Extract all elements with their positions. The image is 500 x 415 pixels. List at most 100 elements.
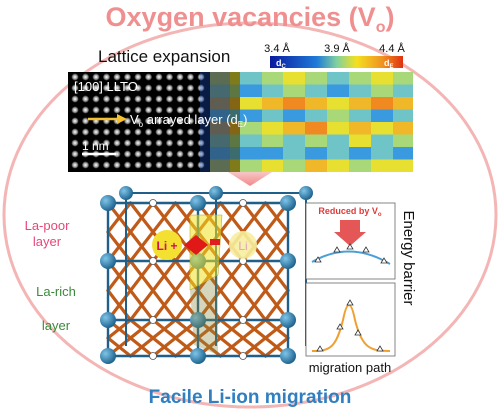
atom-column — [176, 139, 184, 147]
heatmap-cell — [305, 159, 327, 172]
data-point — [380, 257, 388, 264]
atom-column — [144, 95, 153, 103]
atom-column — [176, 150, 184, 158]
atom-column — [186, 117, 195, 125]
atom-column — [165, 106, 174, 114]
atom-column — [102, 73, 111, 81]
atom-column — [144, 128, 153, 136]
la-poor-label-1: La-poor — [25, 218, 70, 233]
stem-image-label: [100] LLTO — [74, 79, 138, 94]
heatmap-cell — [305, 134, 327, 147]
atom-column — [155, 95, 163, 103]
heatmap-cell — [393, 97, 413, 110]
transition-arrow — [228, 172, 272, 186]
bond — [196, 318, 245, 358]
data-point — [336, 323, 344, 330]
heatmap-cell — [327, 122, 349, 135]
vacancy-layer-arrow — [88, 114, 127, 124]
atom-column — [71, 84, 79, 92]
atom-column — [197, 128, 205, 136]
color-scale: 3.4 Å 3.9 Å 4.4 Å dC dE — [264, 42, 405, 70]
scale-dc-label: dC — [276, 58, 287, 70]
heatmap-cell — [327, 109, 349, 122]
heatmap-cell — [371, 122, 393, 135]
li-ghost-label: Li — [238, 239, 247, 253]
atom-column — [81, 128, 90, 136]
heatmap-cell — [262, 109, 283, 122]
atom-column — [102, 139, 111, 147]
atom-column — [186, 106, 195, 114]
atom-column — [113, 161, 121, 169]
migration-plane — [189, 214, 223, 291]
atom-column — [81, 106, 90, 114]
atom-column — [71, 117, 79, 125]
atom-column — [134, 95, 142, 103]
atom-column — [186, 73, 195, 81]
li-ghost — [229, 231, 257, 259]
frame-atom — [190, 195, 206, 211]
frame-atom — [190, 348, 206, 364]
original-barrier-points — [316, 299, 384, 352]
atom-column — [92, 73, 100, 81]
lattice-expansion-label: Lattice expansion — [98, 47, 230, 66]
frame-atom — [280, 195, 296, 211]
footer-title: Facile Li-ion migration — [149, 387, 352, 408]
atom-column — [81, 95, 90, 103]
heatmap-cell — [262, 84, 283, 97]
atom-column — [155, 106, 163, 114]
heatmap-cell — [262, 159, 283, 172]
heatmap-cell — [240, 122, 262, 135]
atom-column — [165, 161, 174, 169]
atom-column — [155, 139, 163, 147]
oxygen-node — [149, 199, 157, 207]
atom-column — [92, 106, 100, 114]
heatmap-cell — [349, 72, 371, 85]
heatmap-cell — [210, 122, 240, 135]
atom-column — [176, 73, 184, 81]
vacancy-layer-label: Vo arrayed layer (dE) — [130, 112, 247, 129]
heatmap-cell — [327, 134, 349, 147]
atom-column — [123, 161, 132, 169]
migration-plane-lower — [190, 275, 218, 355]
atom-column — [71, 128, 79, 136]
heatmap-cell — [210, 97, 240, 110]
atom-column — [81, 84, 90, 92]
frame-atom — [100, 348, 116, 364]
heatmap-cell — [305, 147, 327, 160]
atom-column — [113, 73, 121, 81]
atom-column — [92, 128, 100, 136]
atom-column — [123, 84, 132, 92]
atom-column — [155, 161, 163, 169]
atom-column — [71, 161, 79, 169]
atom-column — [123, 128, 132, 136]
heatmap-cell — [305, 72, 327, 85]
data-point — [354, 329, 362, 336]
heatmap-cell — [393, 159, 413, 172]
heatmap-cell — [305, 84, 327, 97]
data-point — [346, 299, 354, 306]
bond — [151, 318, 200, 358]
oxygen-node — [149, 316, 157, 324]
heatmap-cell — [262, 122, 283, 135]
atom-column — [134, 139, 142, 147]
atom-column — [71, 150, 79, 158]
oxygen-node — [149, 257, 157, 265]
heatmap-cell — [349, 109, 371, 122]
heatmap-cell — [371, 147, 393, 160]
atom-column — [134, 73, 142, 81]
atom-column — [144, 139, 153, 147]
oxygen-node — [239, 199, 247, 207]
heatmap-cell — [349, 122, 371, 135]
oxygen-node — [239, 352, 247, 360]
atom-column — [165, 139, 174, 147]
atom-column — [165, 95, 174, 103]
atom-column — [134, 161, 142, 169]
stem-image-panel: [100] LLTO Vo arrayed layer (dE) 1 nm — [68, 72, 413, 172]
atom-column — [176, 95, 184, 103]
heatmap-cell — [283, 109, 305, 122]
reduced-arrow — [334, 220, 366, 246]
frame-atom — [100, 312, 116, 328]
atom-column — [144, 117, 153, 125]
heatmap-cell — [283, 134, 305, 147]
